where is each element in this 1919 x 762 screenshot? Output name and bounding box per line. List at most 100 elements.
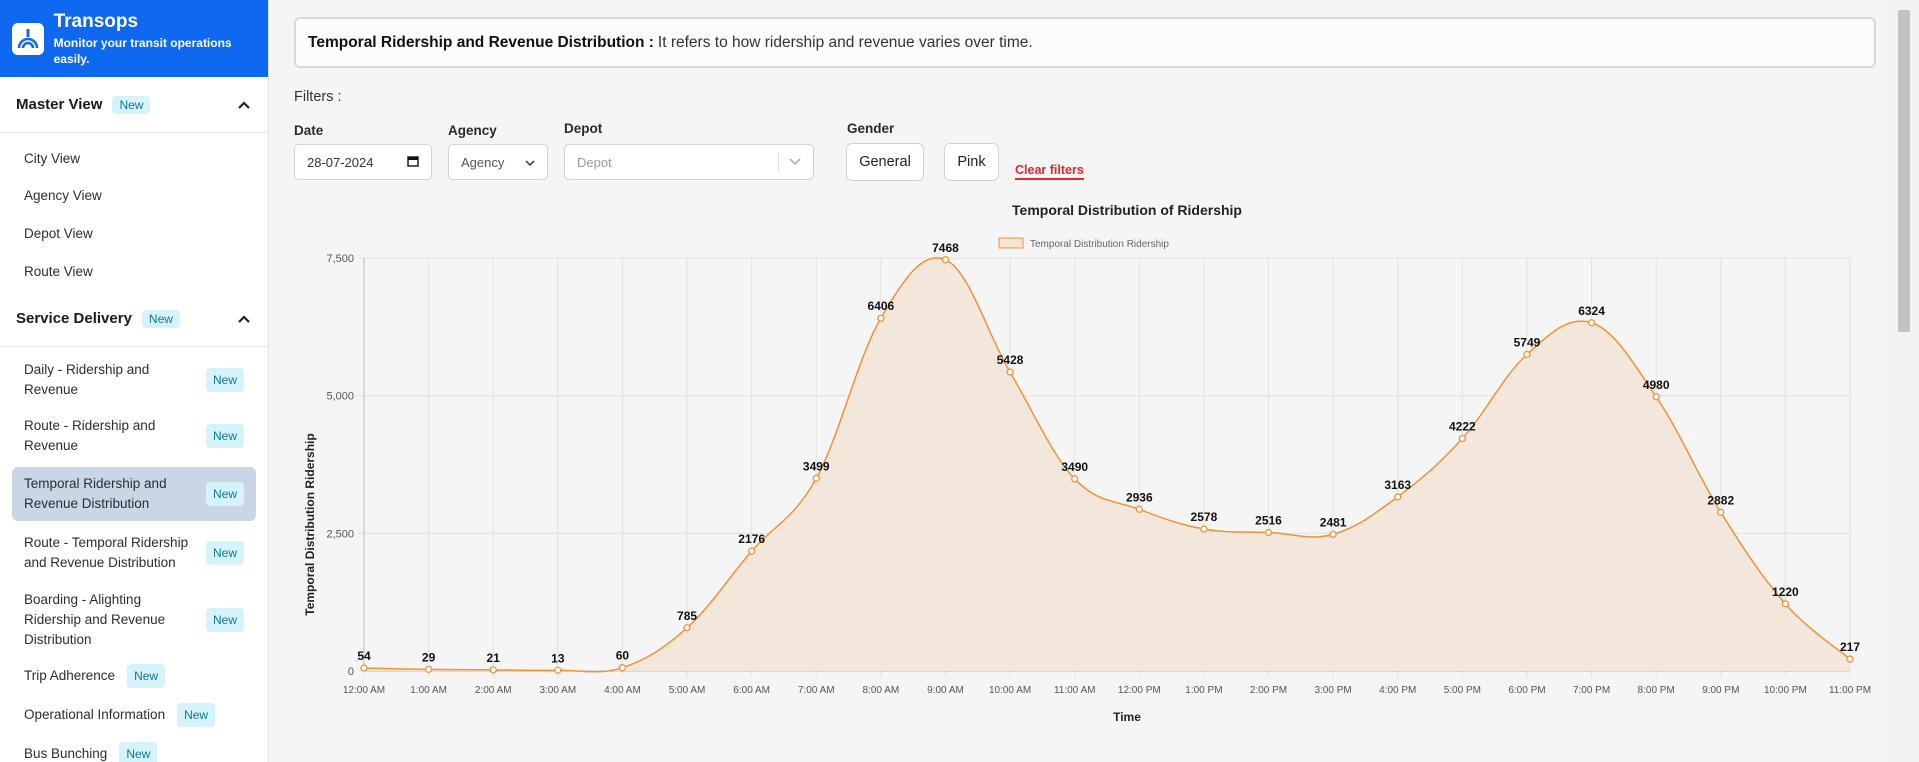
data-label: 5749 (1514, 335, 1541, 349)
new-badge: New (127, 664, 166, 688)
x-tick-label: 11:00 AM (1054, 685, 1096, 696)
sidebar-item-agency-view[interactable]: Agency View (12, 177, 256, 215)
section-master-view[interactable]: Master View New (0, 77, 268, 133)
agency-value: Agency (461, 154, 505, 170)
sidebar-item-daily-ridership[interactable]: Daily - Ridership and Revenue New (12, 353, 256, 407)
calendar-icon[interactable] (407, 155, 419, 170)
x-tick-label: 4:00 AM (604, 685, 641, 696)
data-point (812, 474, 820, 482)
series-line (363, 257, 1851, 673)
filters-label: Filters : (294, 89, 342, 105)
data-label: 54 (357, 649, 371, 663)
sidebar-item-depot-view[interactable]: Depot View (12, 215, 256, 253)
brand-header[interactable]: Transops Monitor your transit operations… (0, 0, 268, 77)
data-point (748, 547, 756, 555)
x-axis-title: Time (1113, 710, 1141, 724)
chevron-up-icon[interactable] (236, 97, 252, 113)
data-label: 6324 (1578, 304, 1605, 318)
agency-label: Agency (448, 123, 497, 138)
sidebar-item-label: Route View (24, 264, 93, 279)
sidebar-item-trip-adherence[interactable]: Trip Adherence New (12, 657, 256, 695)
depot-placeholder: Depot (577, 154, 612, 170)
info-title: Temporal Ridership and Revenue Distribut… (308, 33, 654, 51)
x-tick-label: 3:00 AM (539, 685, 576, 696)
brand-subtitle: Monitor your transit operations easily. (53, 35, 232, 66)
x-tick-label: 8:00 PM (1638, 685, 1675, 696)
chevron-down-icon (778, 152, 801, 172)
data-label: 13 (551, 651, 565, 665)
sidebar-item-label: Temporal Ridership and Revenue Distribut… (24, 476, 167, 511)
data-label: 2176 (738, 532, 765, 546)
clear-filters-link[interactable]: Clear filters (1015, 163, 1084, 180)
data-label: 3490 (1061, 460, 1088, 474)
pink-button[interactable]: Pink (944, 143, 999, 181)
data-point (1006, 368, 1014, 376)
data-label: 3163 (1384, 478, 1411, 492)
info-description: It refers to how ridership and revenue v… (657, 33, 1033, 51)
ridership-chart: Temporal Distribution of Ridership Tempor… (294, 195, 1876, 735)
data-point (424, 665, 433, 674)
sidebar-item-route-temporal[interactable]: Route - Temporal Ridership and Revenue D… (12, 523, 256, 583)
sidebar-item-label: Bus Bunching (24, 746, 108, 761)
x-tick-label: 6:00 PM (1508, 685, 1545, 696)
new-badge: New (205, 424, 244, 448)
date-input[interactable]: 28-07-2024 (294, 144, 432, 180)
data-point (1458, 434, 1466, 443)
x-tick-label: 6:00 AM (733, 685, 770, 696)
new-badge: New (205, 368, 244, 392)
depot-select[interactable]: Depot (564, 144, 814, 180)
new-badge: New (119, 742, 158, 762)
y-tick-label: 7,500 (326, 253, 354, 265)
depot-label: Depot (564, 121, 603, 136)
chart-title: Temporal Distribution of Ridership (1012, 202, 1242, 218)
new-badge: New (205, 541, 244, 565)
x-tick-label: 1:00 PM (1185, 685, 1222, 696)
scrollbar-thumb[interactable] (1898, 10, 1910, 332)
sidebar-item-route-ridership[interactable]: Route - Ridership and Revenue New (12, 407, 256, 465)
scrollbar[interactable] (1889, 0, 1919, 762)
sidebar-item-temporal-ridership[interactable]: Temporal Ridership and Revenue Distribut… (12, 467, 256, 521)
y-axis-title: Temporal Distribution Ridership (303, 433, 317, 615)
sidebar-item-city-view[interactable]: City View (12, 141, 256, 177)
data-point (1846, 655, 1854, 663)
data-label: 4980 (1643, 378, 1670, 392)
new-badge: New (112, 95, 151, 114)
sidebar: Transops Monitor your transit operations… (0, 0, 269, 762)
gender-label: Gender (847, 121, 895, 136)
data-label: 2516 (1255, 513, 1282, 527)
new-badge: New (177, 703, 216, 727)
series-area (364, 257, 1850, 672)
sidebar-item-bus-bunching[interactable]: Bus Bunching New (12, 735, 256, 762)
x-tick-label: 8:00 AM (863, 685, 900, 696)
x-tick-label: 5:00 PM (1444, 685, 1481, 696)
sidebar-item-boarding-alighting[interactable]: Boarding - Alighting Ridership and Reven… (12, 583, 256, 657)
section-title: Service Delivery (16, 310, 132, 327)
sidebar-item-operational-information[interactable]: Operational Information New (12, 695, 256, 735)
data-point (1394, 493, 1402, 501)
sidebar-item-label: Route - Ridership and Revenue (24, 418, 156, 453)
data-label: 217 (1840, 640, 1860, 654)
chevron-up-icon[interactable] (236, 311, 252, 327)
data-label: 785 (677, 609, 697, 623)
x-tick-label: 10:00 AM (989, 685, 1031, 696)
chevron-down-icon (525, 155, 535, 170)
agency-select[interactable]: Agency (448, 144, 548, 180)
x-tick-label: 3:00 PM (1315, 685, 1352, 696)
x-tick-label: 12:00 AM (343, 685, 385, 696)
data-point (1652, 393, 1660, 401)
x-tick-label: 10:00 PM (1764, 685, 1807, 696)
data-point (618, 664, 627, 672)
sidebar-item-label: Boarding - Alighting Ridership and Reven… (24, 592, 166, 647)
sidebar-item-route-view[interactable]: Route View (12, 253, 256, 291)
data-point (489, 666, 497, 674)
sidebar-item-label: Trip Adherence (24, 668, 116, 683)
data-point (941, 256, 950, 264)
data-point (1135, 505, 1143, 513)
sidebar-item-label: Depot View (24, 226, 93, 241)
data-label: 2481 (1320, 515, 1347, 529)
data-point (1587, 319, 1596, 327)
general-button[interactable]: General (846, 143, 924, 181)
transops-logo-icon (12, 22, 44, 55)
section-service-delivery[interactable]: Service Delivery New (0, 291, 268, 347)
data-label: 60 (616, 649, 630, 663)
